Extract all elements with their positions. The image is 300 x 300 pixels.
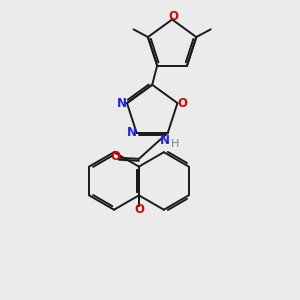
- Text: H: H: [171, 139, 179, 149]
- Text: O: O: [110, 150, 120, 163]
- Text: N: N: [117, 97, 127, 110]
- Text: N: N: [160, 134, 170, 147]
- Text: O: O: [177, 97, 187, 110]
- Text: O: O: [168, 10, 178, 23]
- Text: O: O: [134, 202, 144, 216]
- Text: N: N: [127, 126, 137, 139]
